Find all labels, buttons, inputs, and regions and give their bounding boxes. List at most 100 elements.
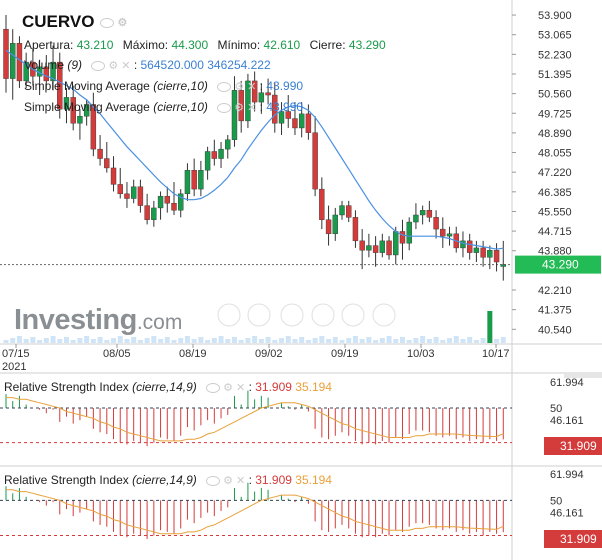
- rsi-axis-label: 61.994: [550, 377, 584, 389]
- volume-bar: [305, 340, 311, 343]
- close-icon[interactable]: ✕: [247, 102, 257, 115]
- volume-bar: [373, 340, 379, 343]
- volume-bar: [144, 338, 150, 343]
- volume-bar: [346, 338, 352, 343]
- volume-bar: [84, 336, 90, 343]
- candle-body: [500, 264, 506, 267]
- volume-bar: [218, 336, 224, 343]
- sma-value: 43.990: [266, 100, 304, 114]
- volume-bar: [117, 336, 123, 343]
- y-tick-label: 49.725: [538, 108, 572, 120]
- nav-button: [247, 303, 271, 327]
- candle-body: [285, 111, 291, 119]
- candle-body: [144, 205, 150, 220]
- eye-icon[interactable]: [217, 102, 232, 113]
- volume-bar: [164, 337, 170, 343]
- close-value: 43.290: [348, 38, 386, 52]
- gear-icon[interactable]: ⚙: [234, 81, 245, 94]
- x-tick-label: 07/15: [2, 348, 30, 360]
- volume-bar: [124, 339, 130, 343]
- rsi-axis-label: 50: [550, 403, 562, 415]
- candle-body: [198, 170, 204, 190]
- volume-average: 346254.222: [207, 58, 271, 72]
- volume-bar: [70, 340, 76, 343]
- sma-legend-2[interactable]: Simple Moving Average (cierre,10) ⚙ ✕ : 4…: [24, 100, 304, 115]
- rsi-value: 31.909: [255, 380, 292, 394]
- eye-icon[interactable]: [91, 60, 106, 71]
- eye-icon[interactable]: [217, 81, 232, 92]
- volume-bar: [393, 339, 399, 343]
- volume-bar: [366, 337, 372, 343]
- volume-bar: [453, 336, 459, 343]
- close-icon[interactable]: ✕: [121, 60, 131, 73]
- nav-button: [311, 303, 335, 327]
- x-year-label: 2021: [2, 361, 26, 373]
- candle-body: [393, 231, 399, 256]
- rsi-axis-label: 50: [550, 495, 562, 507]
- close-icon[interactable]: ✕: [247, 81, 257, 94]
- close-icon[interactable]: ✕: [236, 475, 246, 488]
- eye-icon[interactable]: [206, 382, 221, 393]
- gear-icon[interactable]: ⚙: [223, 382, 233, 395]
- gear-icon[interactable]: ⚙: [108, 60, 119, 73]
- candle-body: [265, 92, 271, 96]
- eye-icon[interactable]: [100, 17, 115, 28]
- volume-bar: [447, 338, 453, 343]
- volume-bar: [299, 337, 305, 343]
- volume-legend[interactable]: Volume (9) ⚙ ✕ : 564520.000 346254.222: [24, 58, 271, 73]
- gear-icon[interactable]: ⚙: [117, 17, 128, 30]
- volume-bar: [245, 338, 251, 343]
- volume-bar: [319, 336, 325, 343]
- candle-body: [346, 205, 352, 218]
- sma-legend-1[interactable]: Simple Moving Average (cierre,10) ⚙ ✕ : 4…: [24, 79, 304, 94]
- ohlc-legend: Apertura: 43.210 Máximo: 44.300 Mínimo: …: [24, 38, 392, 52]
- candle-body: [83, 104, 90, 117]
- panel-scrollbar[interactable]: [564, 372, 602, 378]
- eye-icon[interactable]: [206, 475, 221, 486]
- rsi-params: (cierre,14,9): [132, 473, 197, 487]
- volume-bar: [231, 337, 237, 343]
- x-tick-label: 09/19: [331, 348, 359, 360]
- sma-line: [5, 49, 504, 250]
- high-value: 44.300: [171, 38, 209, 52]
- gear-icon[interactable]: ⚙: [234, 102, 245, 115]
- volume-bar: [225, 339, 231, 343]
- y-tick-label: 48.890: [538, 128, 572, 140]
- sma-value: 43.990: [266, 79, 304, 93]
- rsi-axis-label: 46.161: [550, 507, 584, 519]
- volume-bar: [57, 339, 63, 343]
- candle-body: [272, 94, 278, 124]
- candle-body: [110, 167, 117, 185]
- y-tick-label: 41.375: [538, 305, 572, 317]
- volume-bar: [285, 336, 291, 343]
- candle-body: [319, 188, 325, 220]
- candle-body: [372, 245, 379, 253]
- candle-body: [70, 97, 76, 124]
- volume-bar: [473, 340, 479, 343]
- volume-bar: [3, 340, 9, 343]
- rsi-legend-2[interactable]: Relative Strength Index (cierre,14,9) ⚙ ✕…: [4, 473, 332, 488]
- volume-bar: [440, 340, 446, 343]
- x-tick-label: 08/05: [103, 348, 131, 360]
- candle-body: [419, 210, 426, 216]
- volume-bar: [238, 340, 244, 343]
- investing-logo: Investing.com: [14, 304, 183, 336]
- candle-body: [184, 170, 191, 195]
- candle-body: [312, 132, 318, 190]
- rsi-name: Relative Strength Index: [4, 380, 129, 394]
- candle-body: [238, 90, 244, 122]
- candle-body: [366, 245, 372, 251]
- volume-bar: [90, 339, 96, 343]
- y-tick-label: 48.055: [538, 148, 572, 160]
- candle-body: [90, 104, 97, 150]
- gear-icon[interactable]: ⚙: [223, 475, 233, 488]
- rsi-legend-1[interactable]: Relative Strength Index (cierre,14,9) ⚙ ✕…: [4, 380, 332, 395]
- close-icon[interactable]: ✕: [236, 382, 246, 395]
- rsi-value: 31.909: [255, 473, 292, 487]
- candle-body: [191, 170, 197, 190]
- candle-body: [57, 61, 63, 110]
- volume-bar: [420, 336, 426, 343]
- nav-button: [372, 303, 396, 327]
- candle-body: [137, 186, 144, 206]
